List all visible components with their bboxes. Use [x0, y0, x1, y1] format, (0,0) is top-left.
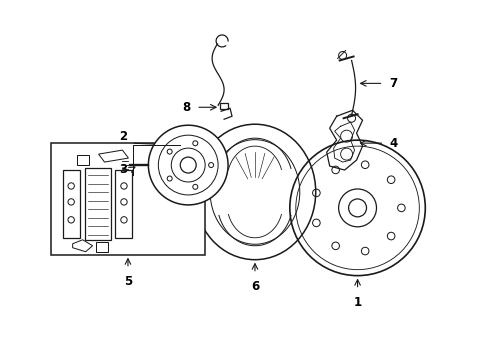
Ellipse shape — [194, 124, 315, 260]
Text: 8: 8 — [182, 101, 190, 114]
Bar — [62, 170, 80, 238]
Bar — [220, 103, 227, 109]
Text: 3: 3 — [119, 163, 127, 176]
Bar — [95, 242, 107, 252]
Text: 4: 4 — [388, 137, 397, 150]
Bar — [115, 170, 132, 238]
Text: 2: 2 — [119, 130, 127, 143]
Bar — [51, 143, 205, 255]
Polygon shape — [73, 240, 92, 252]
Polygon shape — [99, 150, 128, 162]
Bar — [77, 155, 88, 165]
Circle shape — [148, 125, 227, 205]
Text: 7: 7 — [388, 77, 397, 90]
Text: 1: 1 — [353, 296, 361, 309]
Bar — [84, 168, 110, 240]
Text: 5: 5 — [123, 275, 132, 288]
Text: 6: 6 — [250, 280, 259, 293]
